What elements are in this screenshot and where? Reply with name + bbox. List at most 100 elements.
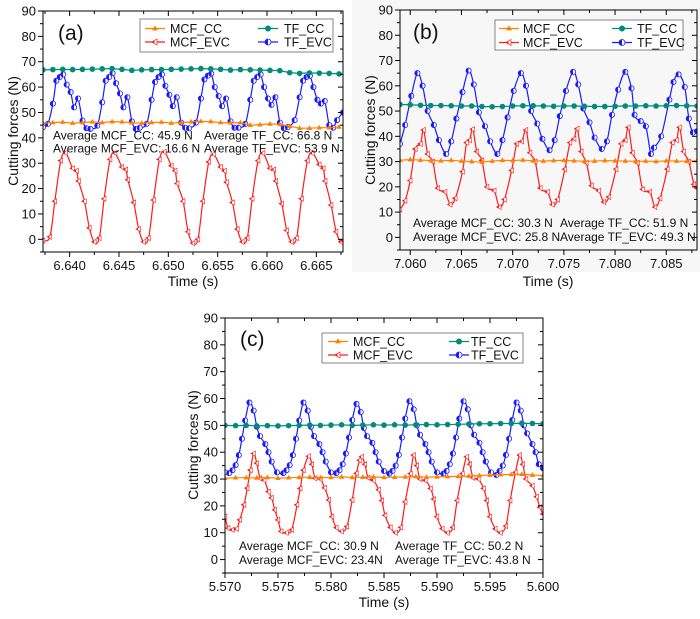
marker-mcf-cc <box>306 125 313 131</box>
marker-tf-evc <box>465 67 472 74</box>
marker-mcf-evc <box>358 453 364 460</box>
plot-area: 7.060 7.065 7.070 7.075 7.080 7.085 0 10 20 30 40 5… <box>379 3 698 271</box>
marker-tf-evc <box>192 119 199 126</box>
marker-mcf-evc <box>449 524 456 531</box>
marker-mcf-evc <box>434 184 440 192</box>
marker-tf-evc <box>242 417 249 424</box>
marker-mcf-evc <box>386 524 393 531</box>
legend-label-mcf-cc: MCF_CC <box>170 22 222 36</box>
marker-tf-evc <box>87 125 94 132</box>
marker-mcf-cc <box>402 473 408 479</box>
marker-mcf-evc <box>522 475 529 483</box>
marker-mcf-evc <box>327 201 334 209</box>
series-mcf-cc <box>43 118 342 131</box>
marker-tf-cc <box>257 67 263 73</box>
marker-tf-evc <box>60 71 67 78</box>
marker-tf-evc <box>310 84 317 91</box>
marker-mcf-evc <box>651 203 658 211</box>
average-tf-evc: Average TF_EVC: 49.3 N <box>560 230 696 244</box>
marker-mcf-cc <box>217 119 224 125</box>
marker-mcf-evc <box>268 494 274 501</box>
marker-tf-evc <box>675 71 682 78</box>
marker-tf-evc <box>124 94 131 101</box>
y-tick-label: 60 <box>204 391 218 406</box>
marker-mcf-evc <box>348 496 355 504</box>
marker-mcf-cc <box>208 118 214 124</box>
marker-tf-cc <box>529 420 536 427</box>
marker-tf-cc <box>275 423 281 429</box>
marker-mcf-cc <box>237 119 244 125</box>
marker-mcf-evc <box>140 238 146 245</box>
marker-mcf-evc <box>217 163 223 171</box>
marker-tf-evc <box>694 128 697 135</box>
marker-mcf-evc <box>305 453 311 460</box>
marker-tf-cc <box>317 422 324 429</box>
y-tick-label: 80 <box>204 337 218 352</box>
marker-tf-cc <box>400 101 403 108</box>
marker-mcf-cc <box>509 157 516 163</box>
marker-tf-cc <box>407 101 414 108</box>
y-tick-label: 50 <box>379 104 393 119</box>
marker-tf-evc <box>232 462 239 469</box>
marker-tf-evc <box>430 121 437 128</box>
marker-mcf-cc <box>360 474 366 479</box>
marker-tf-evc <box>425 449 432 456</box>
marker-mcf-evc <box>474 475 481 483</box>
marker-tf-evc <box>622 68 629 75</box>
circle-marker-icon <box>456 338 462 345</box>
axes: 7.060 7.065 7.070 7.075 7.080 7.085 0 10 20 30 40 5… <box>379 3 698 271</box>
y-axis: 0 10 20 30 40 50 60 70 80 90 <box>379 3 697 251</box>
marker-tf-cc <box>296 70 303 77</box>
marker-tf-evc <box>53 77 60 84</box>
marker-tf-cc <box>508 420 514 427</box>
marker-mcf-evc <box>424 150 430 158</box>
marker-mcf-evc <box>577 148 584 155</box>
marker-tf-evc <box>162 82 169 89</box>
marker-tf-evc <box>570 68 577 75</box>
marker-tf-evc <box>229 467 236 474</box>
legend-label-mcf-cc: MCF_CC <box>523 22 575 36</box>
marker-mcf-evc <box>118 163 125 171</box>
series-tf-cc <box>225 420 543 429</box>
marker-mcf-evc <box>325 496 331 504</box>
marker-mcf-evc <box>238 238 245 245</box>
marker-mcf-cc <box>407 156 413 162</box>
marker-tf-evc <box>598 145 605 152</box>
marker-tf-cc <box>642 102 649 109</box>
y-tick-label: 60 <box>22 80 36 95</box>
marker-tf-evc <box>681 84 688 91</box>
marker-mcf-evc <box>95 234 102 242</box>
marker-mcf-cc <box>423 474 430 479</box>
marker-tf-evc <box>106 73 113 80</box>
marker-tf-evc <box>399 434 406 441</box>
marker-mcf-cc <box>540 472 543 478</box>
series-mcf-evc <box>225 450 543 536</box>
half-circle-marker-icon <box>618 39 626 46</box>
marker-mcf-cc <box>148 119 155 125</box>
x-tick-label: 7.070 <box>496 256 529 271</box>
marker-tf-evc <box>446 461 453 468</box>
marker-tf-cc <box>423 421 430 428</box>
marker-tf-evc <box>482 123 489 130</box>
marker-mcf-evc <box>463 453 469 460</box>
marker-tf-cc <box>232 422 239 429</box>
marker-tf-evc <box>532 449 539 456</box>
y-axis: 0 10 20 30 40 50 60 70 80 90 <box>204 311 543 574</box>
marker-tf-evc <box>369 439 376 446</box>
marker-mcf-evc <box>260 477 267 484</box>
marker-mcf-evc <box>321 177 328 185</box>
marker-tf-cc <box>119 66 125 73</box>
marker-mcf-cc <box>612 157 618 163</box>
marker-mcf-evc <box>62 149 68 157</box>
marker-tf-evc <box>143 120 150 127</box>
marker-tf-cc <box>520 102 526 109</box>
marker-tf-evc <box>342 450 349 457</box>
marker-tf-cc <box>316 70 323 76</box>
y-axis-title: Cutting forces (N) <box>185 390 201 500</box>
x-tick-label: 7.075 <box>548 256 581 271</box>
marker-tf-cc <box>296 422 303 429</box>
marker-tf-evc <box>322 458 329 465</box>
marker-tf-evc <box>94 122 101 129</box>
marker-mcf-cc <box>138 120 145 125</box>
marker-mcf-cc <box>158 119 165 124</box>
